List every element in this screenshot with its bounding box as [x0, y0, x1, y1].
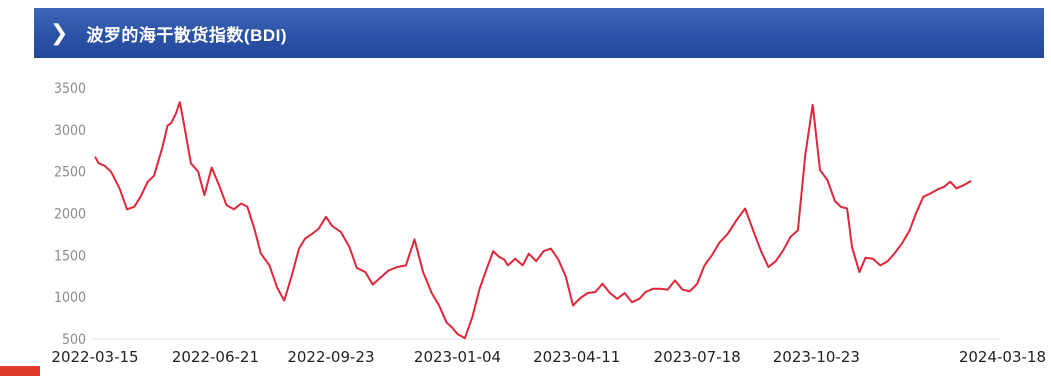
x-tick-label: 2024-03-18 — [959, 348, 1046, 366]
corner-tab-decoration — [0, 366, 40, 376]
chart-header-bar: ❯ 波罗的海干散货指数(BDI) — [34, 8, 1044, 58]
y-tick-label: 2000 — [54, 207, 86, 223]
x-tick-label: 2022-06-21 — [172, 348, 259, 366]
x-tick-label: 2023-04-11 — [533, 348, 620, 366]
bdi-series-line — [94, 101, 972, 340]
x-axis-ticks: 2022-03-15 2022-06-21 2022-09-23 2023-01-04… — [51, 348, 1046, 366]
y-tick-label: 3500 — [54, 81, 86, 97]
y-tick-label: 2500 — [54, 165, 86, 181]
chevron-right-icon[interactable]: ❯ — [50, 20, 69, 45]
x-tick-label: 2023-01-04 — [414, 348, 501, 366]
x-tick-label: 2022-09-23 — [287, 348, 374, 366]
y-tick-label: 1500 — [54, 248, 86, 264]
x-tick-label: 2023-10-23 — [773, 348, 860, 366]
x-tick-label: 2022-03-15 — [51, 348, 138, 366]
y-tick-label: 500 — [62, 332, 86, 348]
x-tick-label: 2023-07-18 — [654, 348, 741, 366]
chart-title: 波罗的海干散货指数(BDI) — [86, 25, 288, 45]
y-tick-label: 1000 — [54, 290, 86, 306]
y-axis-ticks: 500 1000 1500 2000 2500 3000 3500 — [54, 81, 86, 348]
y-tick-label: 3000 — [54, 123, 86, 139]
